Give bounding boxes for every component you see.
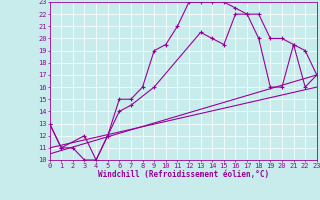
X-axis label: Windchill (Refroidissement éolien,°C): Windchill (Refroidissement éolien,°C) [98,170,269,179]
